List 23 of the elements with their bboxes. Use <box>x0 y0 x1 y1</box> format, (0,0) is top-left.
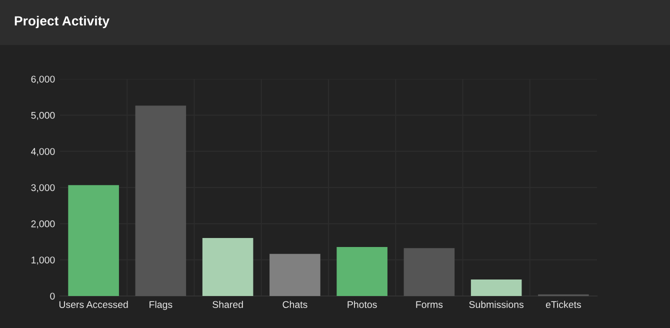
y-tick-label: 5,000 <box>31 112 55 120</box>
bar <box>336 246 388 296</box>
bar <box>68 185 119 296</box>
x-tick-label: Flags <box>150 300 172 310</box>
x-tick-label: Photos <box>348 300 377 308</box>
x-tick-label: Users Accessed <box>59 300 128 308</box>
bar <box>470 280 522 296</box>
y-tick-label: 1,000 <box>32 256 55 265</box>
x-tick-label: Chats <box>282 300 308 308</box>
bar <box>135 106 186 296</box>
y-tick-label: 6,000 <box>31 76 55 84</box>
chart-title: Project Activity <box>14 16 110 28</box>
x-tick-label: Submissions <box>469 300 524 308</box>
x-tick-label: eTickets <box>546 300 582 308</box>
y-tick-label: 4,000 <box>31 148 55 156</box>
y-tick-label: 0 <box>50 292 55 300</box>
x-tick-label: Shared <box>212 300 243 308</box>
x-tick-label: Forms <box>416 301 443 308</box>
bar <box>404 248 455 296</box>
bar <box>202 238 254 296</box>
y-tick-label: 2,000 <box>31 220 55 228</box>
y-tick-label: 3,000 <box>31 184 55 192</box>
bar <box>270 254 320 296</box>
